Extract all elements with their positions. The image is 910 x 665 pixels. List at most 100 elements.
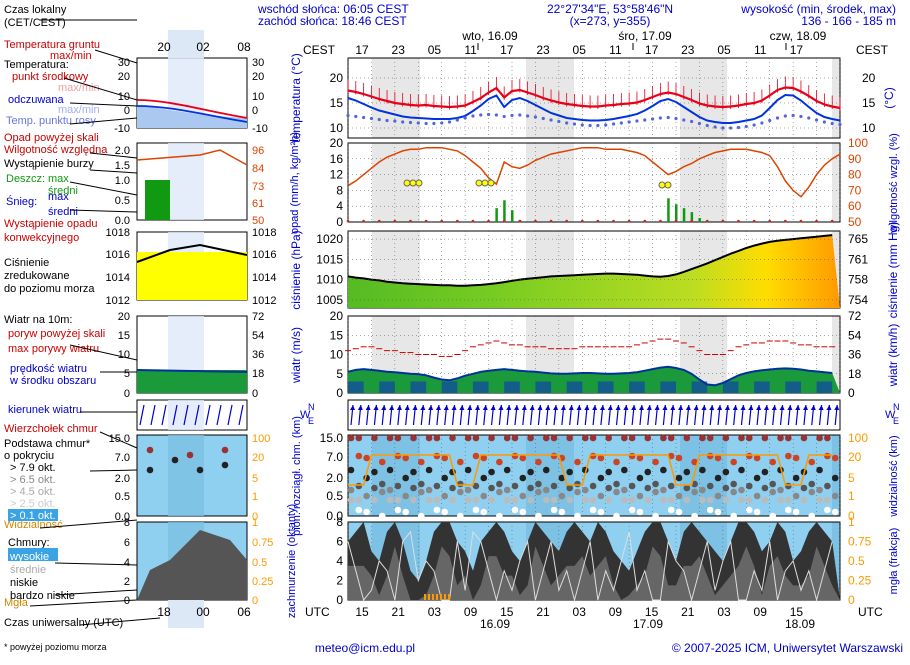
wind-arrowhead bbox=[826, 405, 832, 410]
dew-point-dot bbox=[510, 113, 514, 118]
legend-label: Temperatura: bbox=[4, 59, 69, 71]
okt-label: > 7.9 okt. bbox=[10, 462, 56, 474]
cloud-base-dot bbox=[433, 452, 441, 460]
cloud-base-dot bbox=[745, 482, 753, 490]
cloud-base-dot bbox=[550, 452, 558, 460]
cloud-base-dot bbox=[425, 466, 433, 474]
dew-point-dot bbox=[713, 125, 717, 129]
cloud-base-dot bbox=[417, 458, 425, 466]
vis-ylabel: widzialność (km) bbox=[888, 435, 900, 517]
wind-band bbox=[535, 381, 552, 393]
wind-arrowhead bbox=[482, 405, 488, 410]
cloud-base-dot bbox=[480, 508, 488, 516]
cloud-base-dot bbox=[667, 506, 675, 514]
cloud-base-dot bbox=[667, 496, 675, 504]
cloud-base-dot bbox=[417, 488, 425, 496]
y-tick-r: 0.75 bbox=[848, 535, 872, 549]
fog-line bbox=[347, 530, 833, 602]
legend-label: Temperatura gruntu bbox=[4, 39, 100, 51]
utc-date: 17.09 bbox=[633, 617, 663, 631]
legend-p-tick-r: 1016 bbox=[252, 249, 276, 261]
cloud-base-dot bbox=[464, 486, 472, 494]
cloud-base-dot bbox=[511, 496, 519, 504]
cloud-base-dot bbox=[769, 512, 777, 520]
legend-rh-line bbox=[136, 149, 248, 166]
legend-perc-line bbox=[136, 105, 248, 123]
y-tick: 0 bbox=[336, 215, 343, 229]
legend-clouds-fill bbox=[137, 530, 247, 600]
cloud-base-dot bbox=[519, 454, 527, 462]
y-tick-r: 0.25 bbox=[848, 574, 872, 588]
fog-bar bbox=[428, 594, 430, 600]
cloud-base-dot bbox=[691, 488, 698, 496]
legend-label: Widzialność bbox=[4, 519, 63, 531]
utc-tick: 03 bbox=[717, 605, 731, 619]
fog-bar bbox=[444, 594, 446, 600]
day-label: śro, 17.09 bbox=[618, 29, 672, 43]
wind-arrowhead bbox=[818, 405, 824, 410]
cloud-base-dot bbox=[628, 506, 636, 514]
wind-line bbox=[347, 365, 833, 387]
legend-cb-tick: 2.0 bbox=[115, 473, 130, 485]
cest-tick: 23 bbox=[536, 43, 550, 57]
cloud-base-dot bbox=[816, 496, 823, 504]
cloud-base-dot bbox=[706, 506, 714, 514]
cb-tick: 0.5 bbox=[326, 489, 343, 503]
utc-tick: 03 bbox=[428, 605, 442, 619]
y-tick-r: 1 bbox=[848, 515, 855, 529]
leader-line bbox=[63, 77, 138, 101]
cloud-base-dot bbox=[683, 434, 691, 442]
cloud-base-dot bbox=[792, 492, 800, 500]
wind-arrowhead bbox=[724, 405, 730, 410]
legend-label: Wierzchołek chmur bbox=[4, 423, 98, 435]
pressure-line bbox=[347, 234, 833, 287]
legend-label: zredukowane bbox=[4, 270, 69, 282]
dew-point-dot bbox=[377, 117, 381, 122]
convective-dot bbox=[580, 219, 584, 223]
cloud-base-dot bbox=[363, 454, 370, 462]
cloud-base-dot bbox=[800, 434, 808, 442]
leader-line bbox=[89, 469, 138, 472]
legend-label: Chmury: bbox=[8, 537, 50, 549]
compass-n: N bbox=[308, 402, 315, 412]
cloud-base-dot bbox=[503, 486, 511, 494]
utc-tick: 09 bbox=[754, 605, 768, 619]
leader-line bbox=[69, 117, 138, 125]
cloud-level-label: niskie bbox=[10, 577, 38, 589]
convective-dot bbox=[721, 219, 725, 223]
night-band bbox=[372, 435, 420, 516]
cloud-base-dot bbox=[808, 512, 816, 520]
cloud-base-dot bbox=[355, 434, 363, 442]
cloud-base-dot bbox=[785, 496, 792, 504]
cloud-base-dot bbox=[824, 506, 831, 514]
local-tick: 20 bbox=[157, 40, 171, 54]
cloud-base-dot bbox=[660, 486, 667, 494]
legend-temp-tick: 10 bbox=[118, 91, 130, 103]
night-band bbox=[680, 143, 727, 222]
cloud-base-dot bbox=[652, 458, 659, 466]
convective-dot bbox=[627, 219, 631, 223]
convective-dot bbox=[737, 219, 740, 223]
legend-label: Temp. punktu rosy bbox=[6, 115, 96, 127]
wind-band bbox=[410, 381, 427, 393]
y-tick: 10 bbox=[330, 121, 344, 135]
wind-arrowhead bbox=[412, 405, 418, 410]
vis-tick: 1 bbox=[848, 489, 855, 503]
cloud-base-dot bbox=[691, 512, 698, 520]
cloud-base-dot bbox=[394, 506, 402, 514]
y-tick: 15 bbox=[330, 96, 344, 110]
footnote: * powyżej poziomu morza bbox=[4, 642, 107, 652]
cloud-base-dot bbox=[605, 434, 613, 442]
cloud-base-dot bbox=[691, 458, 698, 466]
cest-tick: 05 bbox=[717, 43, 731, 57]
dew-point-dot bbox=[549, 118, 553, 122]
cloud-base-dot bbox=[433, 506, 441, 514]
legend-arrow bbox=[216, 404, 222, 426]
legend-vis-tick: 100 bbox=[252, 433, 270, 445]
wind-arrowhead bbox=[763, 405, 769, 410]
wind-band bbox=[722, 381, 739, 393]
fog-bar bbox=[432, 594, 434, 600]
y-tick: 1005 bbox=[316, 293, 343, 307]
rh-tick: 70 bbox=[848, 183, 862, 197]
legend-rh-tick: 61 bbox=[252, 198, 264, 210]
